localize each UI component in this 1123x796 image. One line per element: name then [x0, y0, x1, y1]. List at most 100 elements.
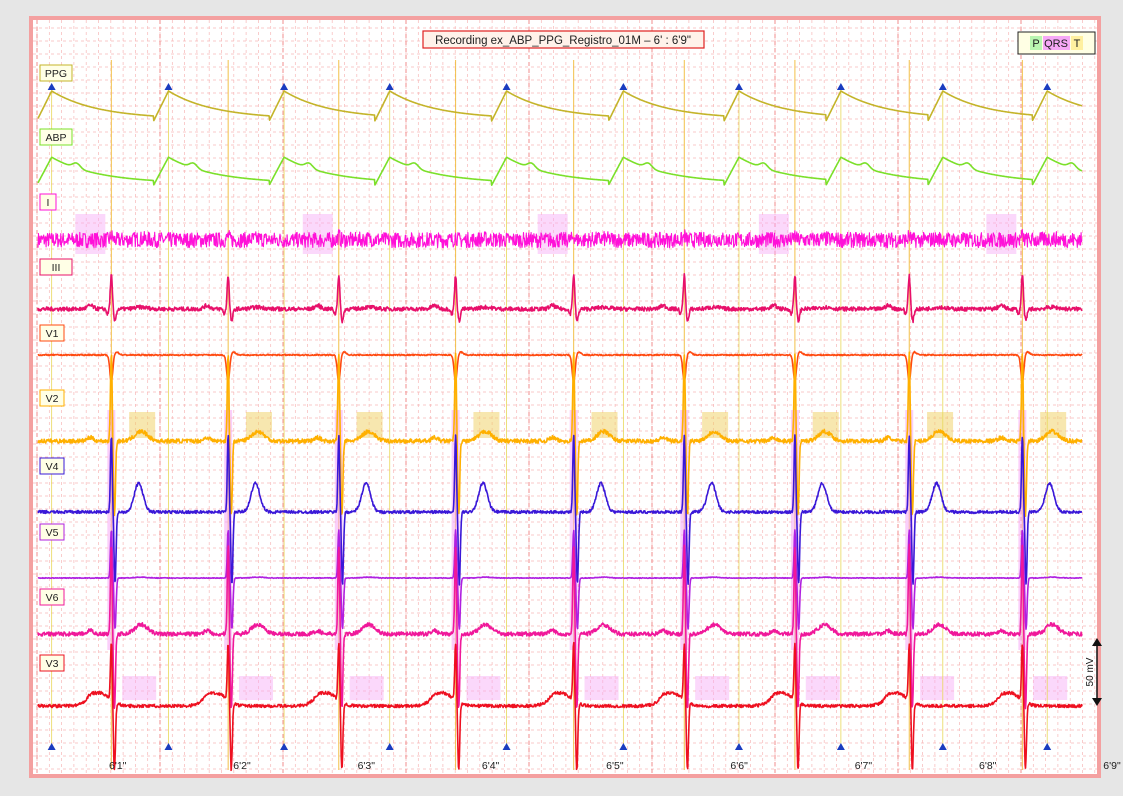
x-tick-label: 6'4" — [482, 760, 500, 772]
t-box-lead-v3 — [1033, 676, 1068, 700]
ppg-foot-marker — [280, 743, 289, 750]
lead-label-box — [39, 258, 73, 276]
x-tick-label: 6'6" — [730, 760, 748, 772]
lead-label-v5: V5 — [39, 523, 65, 541]
ppg-foot-marker — [502, 743, 511, 750]
qrs-box — [224, 410, 233, 650]
t-box-lead-v3 — [805, 676, 840, 700]
qrs-box-lead-i — [986, 214, 1017, 254]
chart-title-box: Recording ex_ABP_PPG_Registro_01M – 6' :… — [422, 30, 705, 49]
legend-qrs-swatch — [1043, 36, 1070, 50]
trace-v6 — [37, 543, 1083, 710]
t-box-lead-v3 — [466, 676, 501, 700]
t-box-lead-v3 — [920, 676, 955, 700]
qrs-box-lead-i — [758, 214, 789, 254]
x-tick-label: 6'9" — [1103, 760, 1121, 772]
trace-v3 — [37, 641, 1083, 772]
trace-ppg — [37, 90, 1083, 122]
x-tick-label: 6'2" — [233, 760, 251, 772]
lead-label-text: I — [47, 197, 50, 209]
lead-label-iii: III — [39, 258, 73, 276]
t-box-lead-v3 — [584, 676, 619, 700]
qrs-box — [107, 410, 116, 650]
x-tick-label: 6'5" — [606, 760, 624, 772]
lead-label-box — [39, 457, 65, 475]
ppg-foot-marker — [619, 743, 628, 750]
lead-label-abp: ABP — [39, 128, 73, 146]
ppg-peak-marker — [280, 83, 289, 90]
t-box — [702, 412, 729, 438]
ppg-foot-marker — [734, 743, 743, 750]
ppg-peak-marker — [836, 83, 845, 90]
lead-label-text: V5 — [46, 527, 59, 539]
lead-label-v4: V4 — [39, 457, 65, 475]
ppg-peak-marker — [619, 83, 628, 90]
lead-label-v1: V1 — [39, 324, 65, 342]
lead-label-box — [39, 128, 73, 146]
lead-label-text: PPG — [45, 68, 67, 80]
lead-label-text: III — [52, 262, 61, 274]
x-tick-label: 6'1" — [109, 760, 127, 772]
lead-label-v2: V2 — [39, 389, 65, 407]
trace-v2 — [37, 351, 1083, 517]
t-box — [129, 412, 156, 438]
t-box — [1040, 412, 1067, 438]
legend: P QRS T — [1017, 31, 1096, 55]
peak-markers — [47, 83, 1052, 750]
ppg-peak-marker — [734, 83, 743, 90]
x-tick-label: 6'8" — [979, 760, 997, 772]
lead-label-text: V3 — [46, 658, 59, 670]
lead-label-box — [39, 588, 65, 606]
t-box-lead-v3 — [122, 676, 157, 700]
ppg-foot-marker — [385, 743, 394, 750]
x-tick-label: 6'3" — [358, 760, 376, 772]
lead-label-v3: V3 — [39, 654, 65, 672]
lead-label-box — [39, 389, 65, 407]
scale-bar-label: 50 mV — [1085, 657, 1096, 686]
ppg-peak-marker — [938, 83, 947, 90]
lead-label-text: V4 — [46, 461, 59, 473]
trace-iii — [37, 273, 1083, 324]
legend-label-p: P — [1032, 38, 1039, 50]
t-box — [591, 412, 618, 438]
lead-label-box — [39, 324, 65, 342]
legend-t-swatch — [1071, 36, 1083, 50]
ppg-peak-marker — [385, 83, 394, 90]
ppg-peak-marker — [47, 83, 56, 90]
t-box-lead-v3 — [695, 676, 730, 700]
lead-label-ppg: PPG — [39, 64, 73, 82]
legend-label-t: T — [1074, 38, 1081, 50]
t-box — [927, 412, 954, 438]
t-box-lead-v3 — [239, 676, 274, 700]
t-box — [473, 412, 500, 438]
lead-label-text: V1 — [46, 328, 59, 340]
ppg-foot-marker — [47, 743, 56, 750]
lead-label-box — [39, 193, 57, 211]
lead-label-text: V2 — [46, 393, 59, 405]
ppg-peak-marker — [1043, 83, 1052, 90]
ppg-peak-marker — [164, 83, 173, 90]
lead-label-text: V6 — [46, 592, 59, 604]
lead-label-box — [39, 654, 65, 672]
lead-label-v6: V6 — [39, 588, 65, 606]
ppg-peak-marker — [502, 83, 511, 90]
trace-i — [37, 228, 1083, 249]
chart-title: Recording ex_ABP_PPG_Registro_01M – 6' :… — [435, 35, 691, 47]
trace-abp — [37, 156, 1083, 186]
trace-v4 — [37, 434, 1083, 586]
x-tick-label: 6'7" — [855, 760, 873, 772]
ppg-foot-marker — [1043, 743, 1052, 750]
lead-label-box — [39, 64, 73, 82]
plot-frame — [29, 16, 1101, 778]
t-box-lead-v3 — [349, 676, 384, 700]
legend-label-qrs: QRS — [1044, 38, 1068, 50]
lead-label-text: ABP — [45, 132, 66, 144]
legend-p-swatch — [1030, 36, 1042, 50]
lead-label-box — [39, 523, 65, 541]
scale-bar: 50 mV — [1085, 638, 1102, 706]
lead-label-i: I — [39, 193, 57, 211]
ppg-foot-marker — [164, 743, 173, 750]
x-axis-ticks: 6'1" 6'2" 6'3" 6'4" 6'5" 6'6" 6'7" 6'8" 6'9" — [109, 760, 1121, 772]
ppg-foot-marker — [938, 743, 947, 750]
